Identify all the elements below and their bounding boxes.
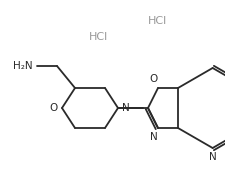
Text: N: N <box>122 103 130 113</box>
Text: HCl: HCl <box>89 32 109 42</box>
Text: O: O <box>150 74 158 84</box>
Text: N: N <box>209 152 216 162</box>
Text: O: O <box>50 103 58 113</box>
Text: H₂N: H₂N <box>13 61 33 71</box>
Text: HCl: HCl <box>148 16 167 26</box>
Text: N: N <box>150 132 158 142</box>
